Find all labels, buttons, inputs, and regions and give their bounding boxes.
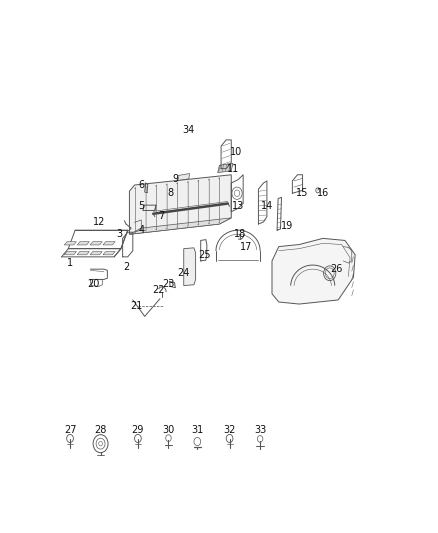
- Polygon shape: [272, 238, 355, 304]
- Text: 16: 16: [317, 188, 329, 198]
- Polygon shape: [64, 241, 77, 245]
- Polygon shape: [103, 252, 115, 255]
- Polygon shape: [130, 175, 231, 235]
- Circle shape: [187, 267, 191, 273]
- Text: 17: 17: [240, 241, 253, 252]
- Text: 18: 18: [233, 229, 246, 239]
- Text: 27: 27: [64, 425, 76, 435]
- Text: 33: 33: [254, 425, 266, 435]
- Text: 21: 21: [130, 301, 142, 311]
- Polygon shape: [103, 241, 115, 245]
- Polygon shape: [64, 252, 77, 255]
- Text: 11: 11: [227, 164, 239, 174]
- Text: 14: 14: [261, 200, 273, 211]
- Text: 6: 6: [138, 180, 145, 190]
- Text: 15: 15: [297, 188, 309, 198]
- Text: 10: 10: [230, 147, 243, 157]
- Text: 3: 3: [116, 229, 122, 239]
- Polygon shape: [184, 248, 196, 286]
- Text: 13: 13: [232, 200, 244, 211]
- Text: 26: 26: [330, 264, 343, 274]
- Text: 30: 30: [162, 425, 175, 435]
- Text: 5: 5: [138, 200, 145, 211]
- Text: 19: 19: [281, 221, 293, 231]
- Polygon shape: [90, 241, 102, 245]
- Text: 29: 29: [132, 425, 144, 435]
- Text: 1: 1: [67, 258, 73, 268]
- Text: 9: 9: [172, 174, 178, 184]
- Text: 24: 24: [177, 268, 190, 278]
- Circle shape: [187, 257, 191, 263]
- Text: 34: 34: [183, 125, 195, 135]
- Text: 22: 22: [152, 285, 165, 295]
- Polygon shape: [77, 252, 89, 255]
- Text: 7: 7: [159, 211, 165, 221]
- Text: 12: 12: [93, 217, 105, 227]
- Polygon shape: [130, 218, 231, 235]
- Text: 8: 8: [167, 188, 173, 198]
- Text: 32: 32: [223, 425, 236, 435]
- Polygon shape: [218, 163, 233, 173]
- Text: 20: 20: [88, 279, 100, 288]
- Polygon shape: [177, 174, 190, 181]
- Text: 23: 23: [162, 279, 175, 288]
- Text: 25: 25: [198, 250, 210, 260]
- Polygon shape: [138, 219, 152, 226]
- Circle shape: [187, 277, 191, 283]
- Polygon shape: [77, 241, 89, 245]
- Polygon shape: [172, 190, 183, 197]
- Text: 2: 2: [123, 262, 129, 272]
- Text: 31: 31: [191, 425, 203, 435]
- Text: 4: 4: [138, 225, 145, 235]
- Polygon shape: [90, 252, 102, 255]
- Text: 28: 28: [94, 425, 107, 435]
